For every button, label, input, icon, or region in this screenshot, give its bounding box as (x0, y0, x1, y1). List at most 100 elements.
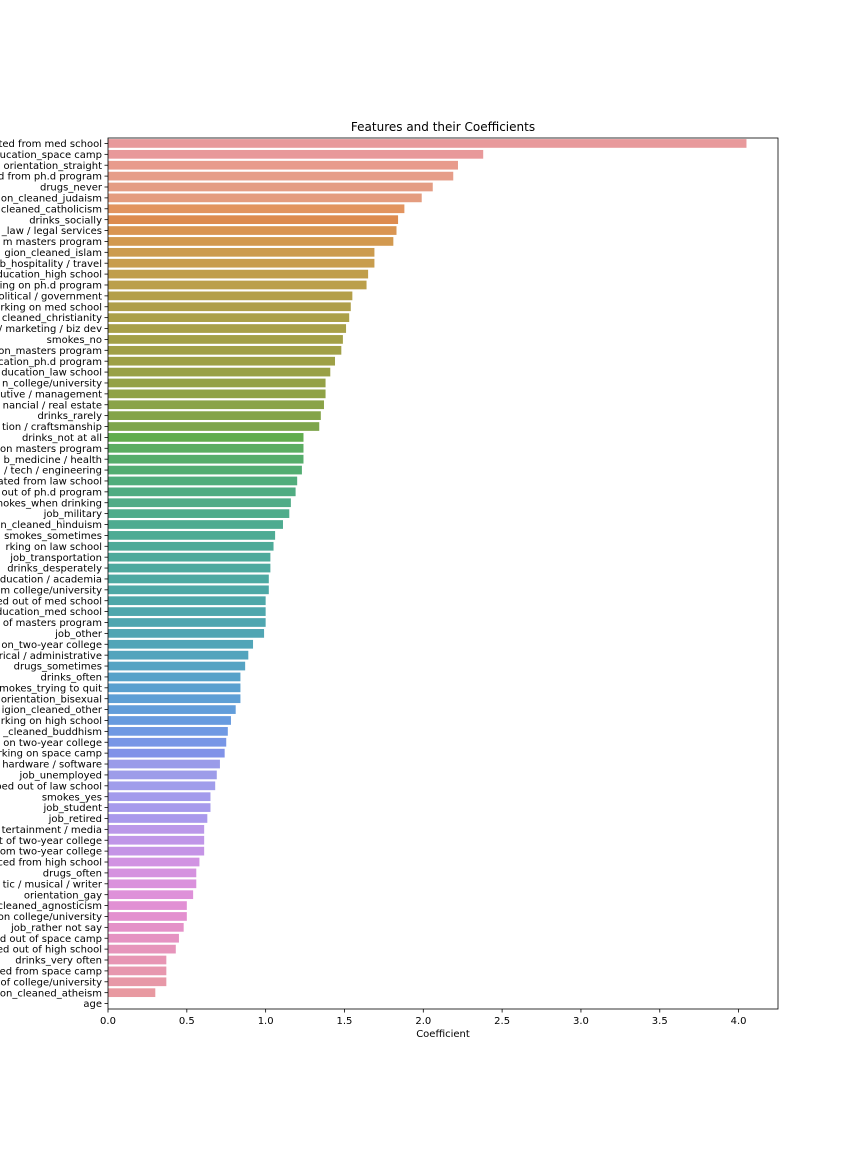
bar-7 (108, 215, 399, 225)
bar-36 (108, 531, 276, 540)
y-tick-label: / marketing / biz dev (0, 324, 102, 335)
x-tick-label: 0.5 (179, 1016, 195, 1027)
y-tick-label: smokes_yes (42, 792, 102, 803)
y-tick-label: utive / management (0, 389, 102, 400)
y-tick-label: ated from law school (0, 477, 102, 488)
y-tick-label: ing on ph.d program (0, 281, 102, 292)
y-tick-label: job_unemployed (19, 771, 102, 782)
bar-8 (108, 226, 397, 235)
y-tick-label: on college/university (0, 912, 102, 923)
y-tick-label: ed out of med school (0, 596, 102, 607)
y-tick-label: mokes_when drinking (0, 498, 102, 509)
x-tick-labels: 0.0 0.5 1.0 1.5 2.0 2.5 3.0 3.5 4.0 (100, 1009, 747, 1027)
y-tick-label: tion / craftsmanship (2, 422, 102, 433)
y-tick-label: on masters program (0, 444, 102, 455)
y-tick-label: job_transportation (9, 553, 102, 564)
bar-16 (108, 313, 350, 322)
bar-0 (108, 139, 747, 148)
x-tick-label: 0.0 (100, 1016, 116, 1027)
bar-32 (108, 487, 296, 497)
y-tick-label: on_masters program (0, 346, 102, 357)
bar-59 (108, 781, 216, 791)
y-tick-label: d out of space camp (0, 934, 102, 945)
bar-60 (108, 792, 211, 802)
bar-65 (108, 846, 205, 856)
y-tick-label: of masters program (3, 618, 102, 629)
bar-1 (108, 149, 484, 159)
bar-51 (108, 694, 241, 704)
bar-47 (108, 650, 249, 660)
y-tick-label: tic / musical / writer (3, 879, 103, 890)
bar-9 (108, 237, 394, 246)
bar-41 (108, 585, 269, 595)
bar-61 (108, 803, 211, 812)
bar-28 (108, 443, 304, 453)
y-tick-label: tertainment / media (2, 825, 102, 836)
bar-29 (108, 454, 304, 464)
bar-40 (108, 574, 269, 584)
bar-54 (108, 727, 228, 736)
bar-50 (108, 683, 241, 693)
bar-6 (108, 204, 405, 214)
y-tick-label: ed out of high school (0, 945, 102, 956)
bar-23 (108, 389, 326, 399)
bar-44 (108, 618, 266, 627)
bar-18 (108, 335, 343, 344)
bar-75 (108, 955, 167, 965)
y-tick-label: ducation_high school (0, 270, 102, 281)
y-tick-label: drugs_never (40, 183, 103, 194)
bar-48 (108, 661, 246, 671)
y-tick-label: m masters program (3, 237, 102, 248)
y-tick-label: drinks_desperately (7, 564, 102, 575)
y-tick-label: orientation_bisexual (1, 694, 102, 705)
y-tick-label: ducation_law school (1, 368, 102, 379)
bar-67 (108, 868, 197, 878)
x-tick-label: 1.5 (337, 1016, 353, 1027)
bar-11 (108, 258, 375, 268)
y-tick-label: job_rather not say (10, 923, 102, 934)
bar-73 (108, 933, 179, 943)
y-tick-label: smokes_sometimes (4, 531, 102, 542)
y-tick-label: d from ph.d program (0, 172, 102, 183)
bar-52 (108, 705, 236, 714)
y-tick-label: job_student (43, 803, 103, 814)
x-tick-label: 3.5 (652, 1016, 668, 1027)
y-tick-label: of college/university (1, 977, 103, 988)
y-tick-label: age (83, 999, 102, 1010)
y-tick-label: igion_cleaned_other (2, 705, 103, 716)
bar-5 (108, 193, 422, 203)
y-tick-label: drinks_socially (29, 215, 102, 226)
bar-20 (108, 356, 336, 366)
y-tick-label: ped out of law school (0, 781, 102, 792)
y-tick-label: ed from space camp (0, 966, 102, 977)
bar-55 (108, 737, 227, 747)
bar-34 (108, 509, 290, 518)
y-tick-label: job_other (54, 629, 103, 640)
bar-33 (108, 498, 291, 508)
chart-title: Features and their Coefficients (351, 120, 535, 134)
y-tick-label: job_military (43, 509, 102, 520)
y-tick-label: rking on high school (1, 716, 102, 727)
y-tick-label: ducation / academia (0, 575, 102, 586)
y-tick-label: hardware / software (2, 760, 102, 771)
x-tick-label: 2.0 (415, 1016, 431, 1027)
bars-layer (108, 139, 747, 998)
bar-45 (108, 629, 265, 638)
y-tick-label: nancial / real estate (3, 400, 102, 411)
y-tick-label: b_hospitality / travel (0, 259, 102, 270)
y-tick-label: om two-year college (0, 847, 102, 858)
bar-17 (108, 324, 347, 333)
bar-39 (108, 563, 271, 573)
bar-49 (108, 672, 241, 682)
y-tick-label: rking on space camp (0, 749, 102, 760)
y-tick-label: ducation_med school (0, 607, 102, 618)
bar-68 (108, 879, 197, 889)
bar-21 (108, 367, 331, 377)
bar-30 (108, 465, 302, 475)
bar-70 (108, 901, 187, 910)
y-tick-label: job_retired (48, 814, 102, 825)
y-tick-label: cation_ph.d program (0, 357, 102, 368)
bar-77 (108, 977, 167, 987)
